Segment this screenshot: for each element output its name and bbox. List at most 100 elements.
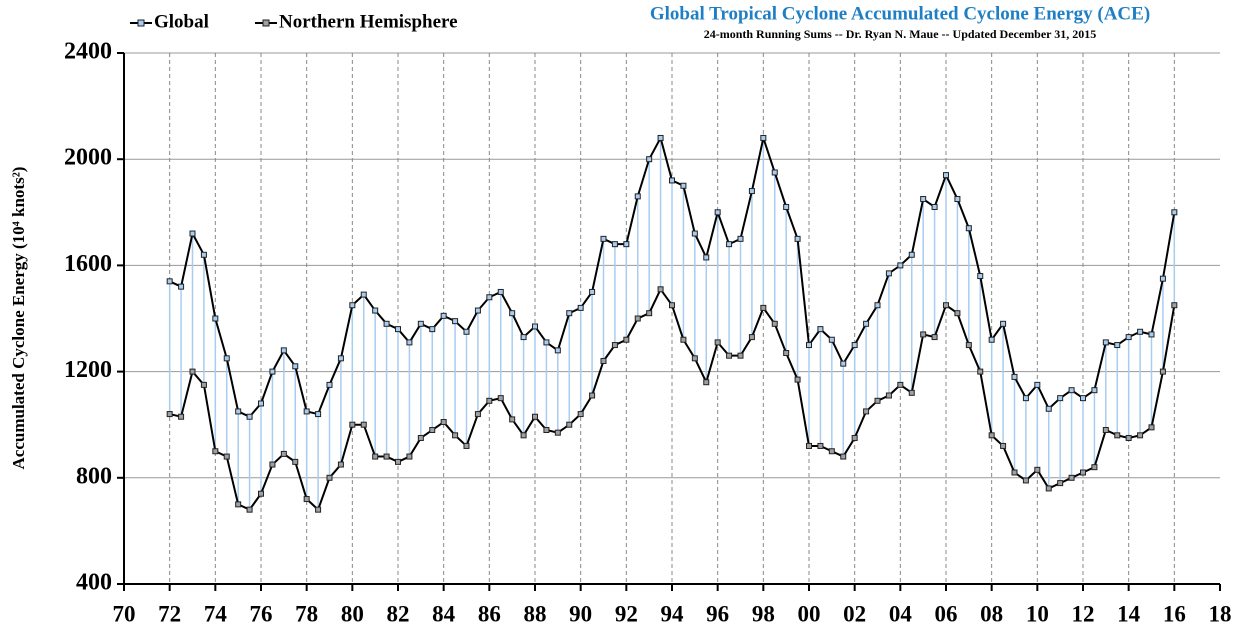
data-point (840, 453, 847, 460)
x-tick-label: 74 (204, 601, 228, 626)
data-point (1022, 477, 1029, 484)
y-tick-label: 1600 (64, 251, 112, 277)
data-point (223, 453, 230, 460)
data-point (771, 320, 778, 327)
data-point (589, 392, 596, 399)
data-point (646, 156, 653, 163)
data-point (680, 182, 687, 189)
data-point (292, 363, 299, 370)
data-point (246, 506, 253, 513)
data-point (189, 368, 196, 375)
data-point (1171, 209, 1178, 216)
data-point (908, 389, 915, 396)
data-point (806, 342, 812, 349)
data-point (726, 241, 733, 248)
data-point (235, 501, 242, 508)
data-point (748, 334, 755, 341)
data-point (783, 203, 790, 210)
data-point (1091, 464, 1098, 471)
data-point (1080, 469, 1086, 476)
data-point (954, 196, 961, 203)
data-point (223, 355, 230, 362)
data-point (166, 411, 173, 418)
data-point (440, 419, 447, 426)
data-point (349, 421, 356, 428)
data-point (1159, 368, 1166, 375)
data-point (634, 315, 641, 322)
x-tick-label: 72 (158, 601, 181, 626)
data-point (532, 323, 538, 330)
data-point (200, 381, 207, 388)
data-point (657, 286, 664, 293)
data-point (1137, 432, 1144, 439)
data-point (303, 408, 310, 415)
data-point (1114, 432, 1121, 439)
data-point (977, 368, 984, 375)
data-point (920, 331, 927, 338)
data-point (429, 427, 436, 434)
data-point (863, 320, 870, 327)
data-point (1000, 320, 1007, 327)
data-point (566, 310, 573, 317)
data-point (714, 209, 721, 216)
data-point (771, 169, 778, 176)
x-tick-label: 80 (341, 601, 364, 626)
data-point (474, 411, 481, 418)
data-point (623, 241, 630, 248)
data-point (874, 397, 881, 404)
data-point (520, 432, 527, 439)
data-point (920, 196, 927, 203)
data-point (646, 310, 653, 317)
data-point (965, 342, 972, 349)
x-tick-label: 94 (661, 601, 685, 626)
data-point (611, 241, 618, 248)
data-point (212, 448, 219, 455)
data-point (794, 376, 801, 383)
x-tick-label: 04 (889, 601, 913, 626)
data-point (577, 411, 584, 418)
x-tick-label: 82 (387, 601, 410, 626)
data-point (874, 302, 881, 309)
data-point (280, 450, 287, 457)
data-point (1011, 373, 1018, 380)
data-point (1148, 331, 1155, 338)
data-point (748, 188, 755, 195)
data-point (1057, 480, 1064, 487)
data-point (863, 408, 870, 415)
data-point (566, 421, 573, 428)
data-point (1068, 387, 1075, 394)
data-point (497, 395, 504, 402)
y-tick-label: 1200 (64, 357, 112, 383)
data-point (726, 352, 733, 359)
data-point (623, 336, 630, 343)
data-point (452, 432, 459, 439)
data-point (429, 326, 436, 333)
data-point (703, 254, 710, 261)
x-tick-label: 92 (615, 601, 638, 626)
data-point (166, 278, 173, 285)
data-point (828, 448, 835, 455)
data-point (1171, 302, 1178, 309)
data-point (1114, 342, 1121, 349)
data-point (1159, 275, 1166, 282)
data-point (703, 379, 710, 386)
data-point (806, 442, 812, 449)
data-point (463, 442, 470, 449)
data-point (417, 320, 424, 327)
x-tick-label: 76 (250, 601, 273, 626)
data-point (828, 336, 835, 343)
data-point (851, 434, 858, 441)
data-point (1022, 395, 1029, 402)
x-tick-label: 70 (113, 601, 136, 626)
data-point (303, 496, 310, 503)
x-tick-label: 02 (843, 601, 866, 626)
data-point (1045, 485, 1052, 492)
data-point (657, 134, 664, 141)
data-point (360, 421, 367, 428)
data-point (1034, 466, 1041, 473)
data-point (326, 474, 333, 481)
data-point (383, 453, 390, 460)
data-point (509, 310, 516, 317)
data-point (1000, 442, 1007, 449)
